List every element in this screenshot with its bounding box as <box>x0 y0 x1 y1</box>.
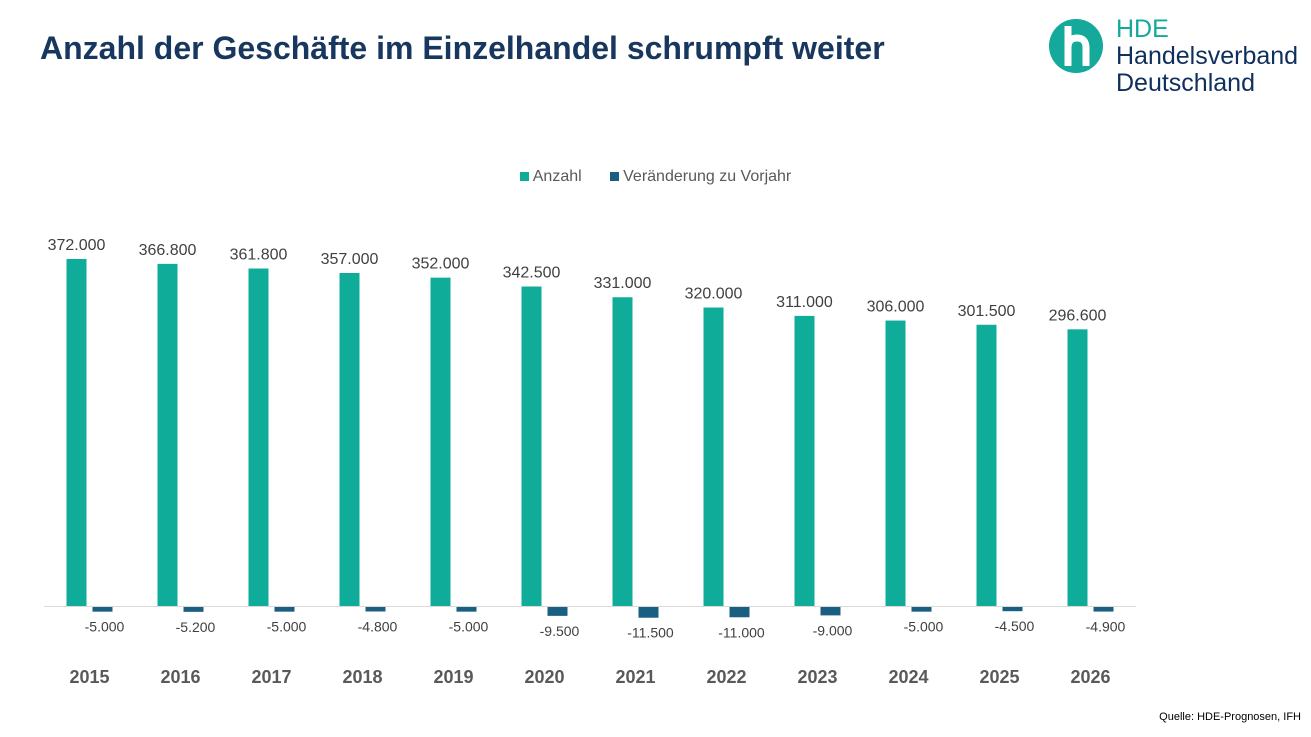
bar-anzahl <box>794 315 815 606</box>
legend-label: Anzahl <box>532 168 582 185</box>
data-label-anzahl: 366.800 <box>139 242 197 259</box>
data-label-anzahl: 306.000 <box>867 299 925 316</box>
legend-swatch-veraenderung <box>610 172 620 181</box>
hde-logo-icon <box>1049 19 1103 73</box>
x-tick-label: 2017 <box>251 667 291 687</box>
bar-veraenderung <box>729 607 750 618</box>
bar-veraenderung <box>1002 607 1023 612</box>
legend: Anzahl Veränderung zu Vorjahr <box>0 168 1311 186</box>
x-tick-label: 2025 <box>979 667 1019 687</box>
x-tick-label: 2023 <box>797 667 837 687</box>
data-label-anzahl: 342.500 <box>503 265 561 282</box>
bar-veraenderung <box>547 607 568 616</box>
bar-veraenderung <box>274 607 295 612</box>
data-label-anzahl: 301.500 <box>958 303 1016 320</box>
x-tick-label: 2024 <box>888 667 928 687</box>
data-label-anzahl: 352.000 <box>412 256 470 273</box>
logo-handelsverband: Handelsverband <box>1116 42 1299 70</box>
data-label-veraenderung: -5.000 <box>85 619 125 635</box>
logo-deutschland: Deutschland <box>1116 69 1255 97</box>
legend-label: Veränderung zu Vorjahr <box>623 168 792 185</box>
x-tick-label: 2026 <box>1070 667 1110 687</box>
x-tick-label: 2019 <box>433 667 473 687</box>
bar-veraenderung <box>456 607 477 612</box>
legend-swatch-anzahl <box>519 172 529 181</box>
data-label-anzahl: 361.800 <box>230 247 288 264</box>
data-label-anzahl: 357.000 <box>321 251 379 268</box>
x-tick-label: 2018 <box>342 667 382 687</box>
data-label-veraenderung: -5.000 <box>267 619 307 635</box>
bar-anzahl <box>1067 329 1088 606</box>
legend-item-anzahl: Anzahl <box>519 168 582 185</box>
data-label-veraenderung: -4.500 <box>995 618 1035 634</box>
data-label-veraenderung: -5.200 <box>176 619 216 635</box>
data-label-anzahl: 311.000 <box>776 294 833 311</box>
data-label-veraenderung: -4.900 <box>1086 619 1126 635</box>
x-tick-label: 2020 <box>524 667 564 687</box>
bar-anzahl <box>612 297 633 606</box>
data-label-veraenderung: -9.000 <box>813 622 853 638</box>
bar-anzahl <box>66 259 87 606</box>
x-tick-label: 2022 <box>706 667 746 687</box>
bar-anzahl <box>703 307 724 606</box>
legend-item-veraenderung: Veränderung zu Vorjahr <box>610 168 791 185</box>
bar-veraenderung <box>1093 607 1114 612</box>
page-title: Anzahl der Geschäfte im Einzelhandel sch… <box>40 30 885 66</box>
bar-veraenderung <box>183 607 204 612</box>
bar-veraenderung <box>638 607 659 618</box>
bar-anzahl <box>430 277 451 606</box>
data-label-veraenderung: -5.000 <box>449 619 489 635</box>
bar-anzahl <box>157 263 178 606</box>
bar-anzahl <box>248 268 269 606</box>
bar-veraenderung <box>911 607 932 612</box>
data-label-anzahl: 320.000 <box>685 286 743 303</box>
bar-veraenderung <box>820 607 841 616</box>
data-label-veraenderung: -5.000 <box>904 619 944 635</box>
x-tick-label: 2015 <box>69 667 109 687</box>
source-note: Quelle: HDE-Prognosen, IFH <box>1159 711 1301 723</box>
bar-veraenderung <box>92 607 113 612</box>
bar-anzahl <box>976 324 997 606</box>
bar-veraenderung <box>365 607 386 612</box>
logo-hde: HDE <box>1116 15 1169 43</box>
data-label-veraenderung: -4.800 <box>358 618 398 634</box>
data-label-anzahl: 331.000 <box>594 275 652 292</box>
x-tick-label: 2021 <box>615 667 655 687</box>
bar-anzahl <box>521 286 542 606</box>
hde-logo: HDE Handelsverband Deutschland <box>1048 16 1308 106</box>
data-label-anzahl: 372.000 <box>48 237 106 254</box>
bar-anzahl <box>339 272 360 606</box>
data-label-anzahl: 296.600 <box>1049 307 1107 324</box>
x-tick-label: 2016 <box>160 667 200 687</box>
data-label-veraenderung: -9.500 <box>540 623 580 639</box>
data-label-veraenderung: -11.000 <box>718 624 765 640</box>
bar-anzahl <box>885 320 906 606</box>
data-label-veraenderung: -11.500 <box>627 625 674 641</box>
